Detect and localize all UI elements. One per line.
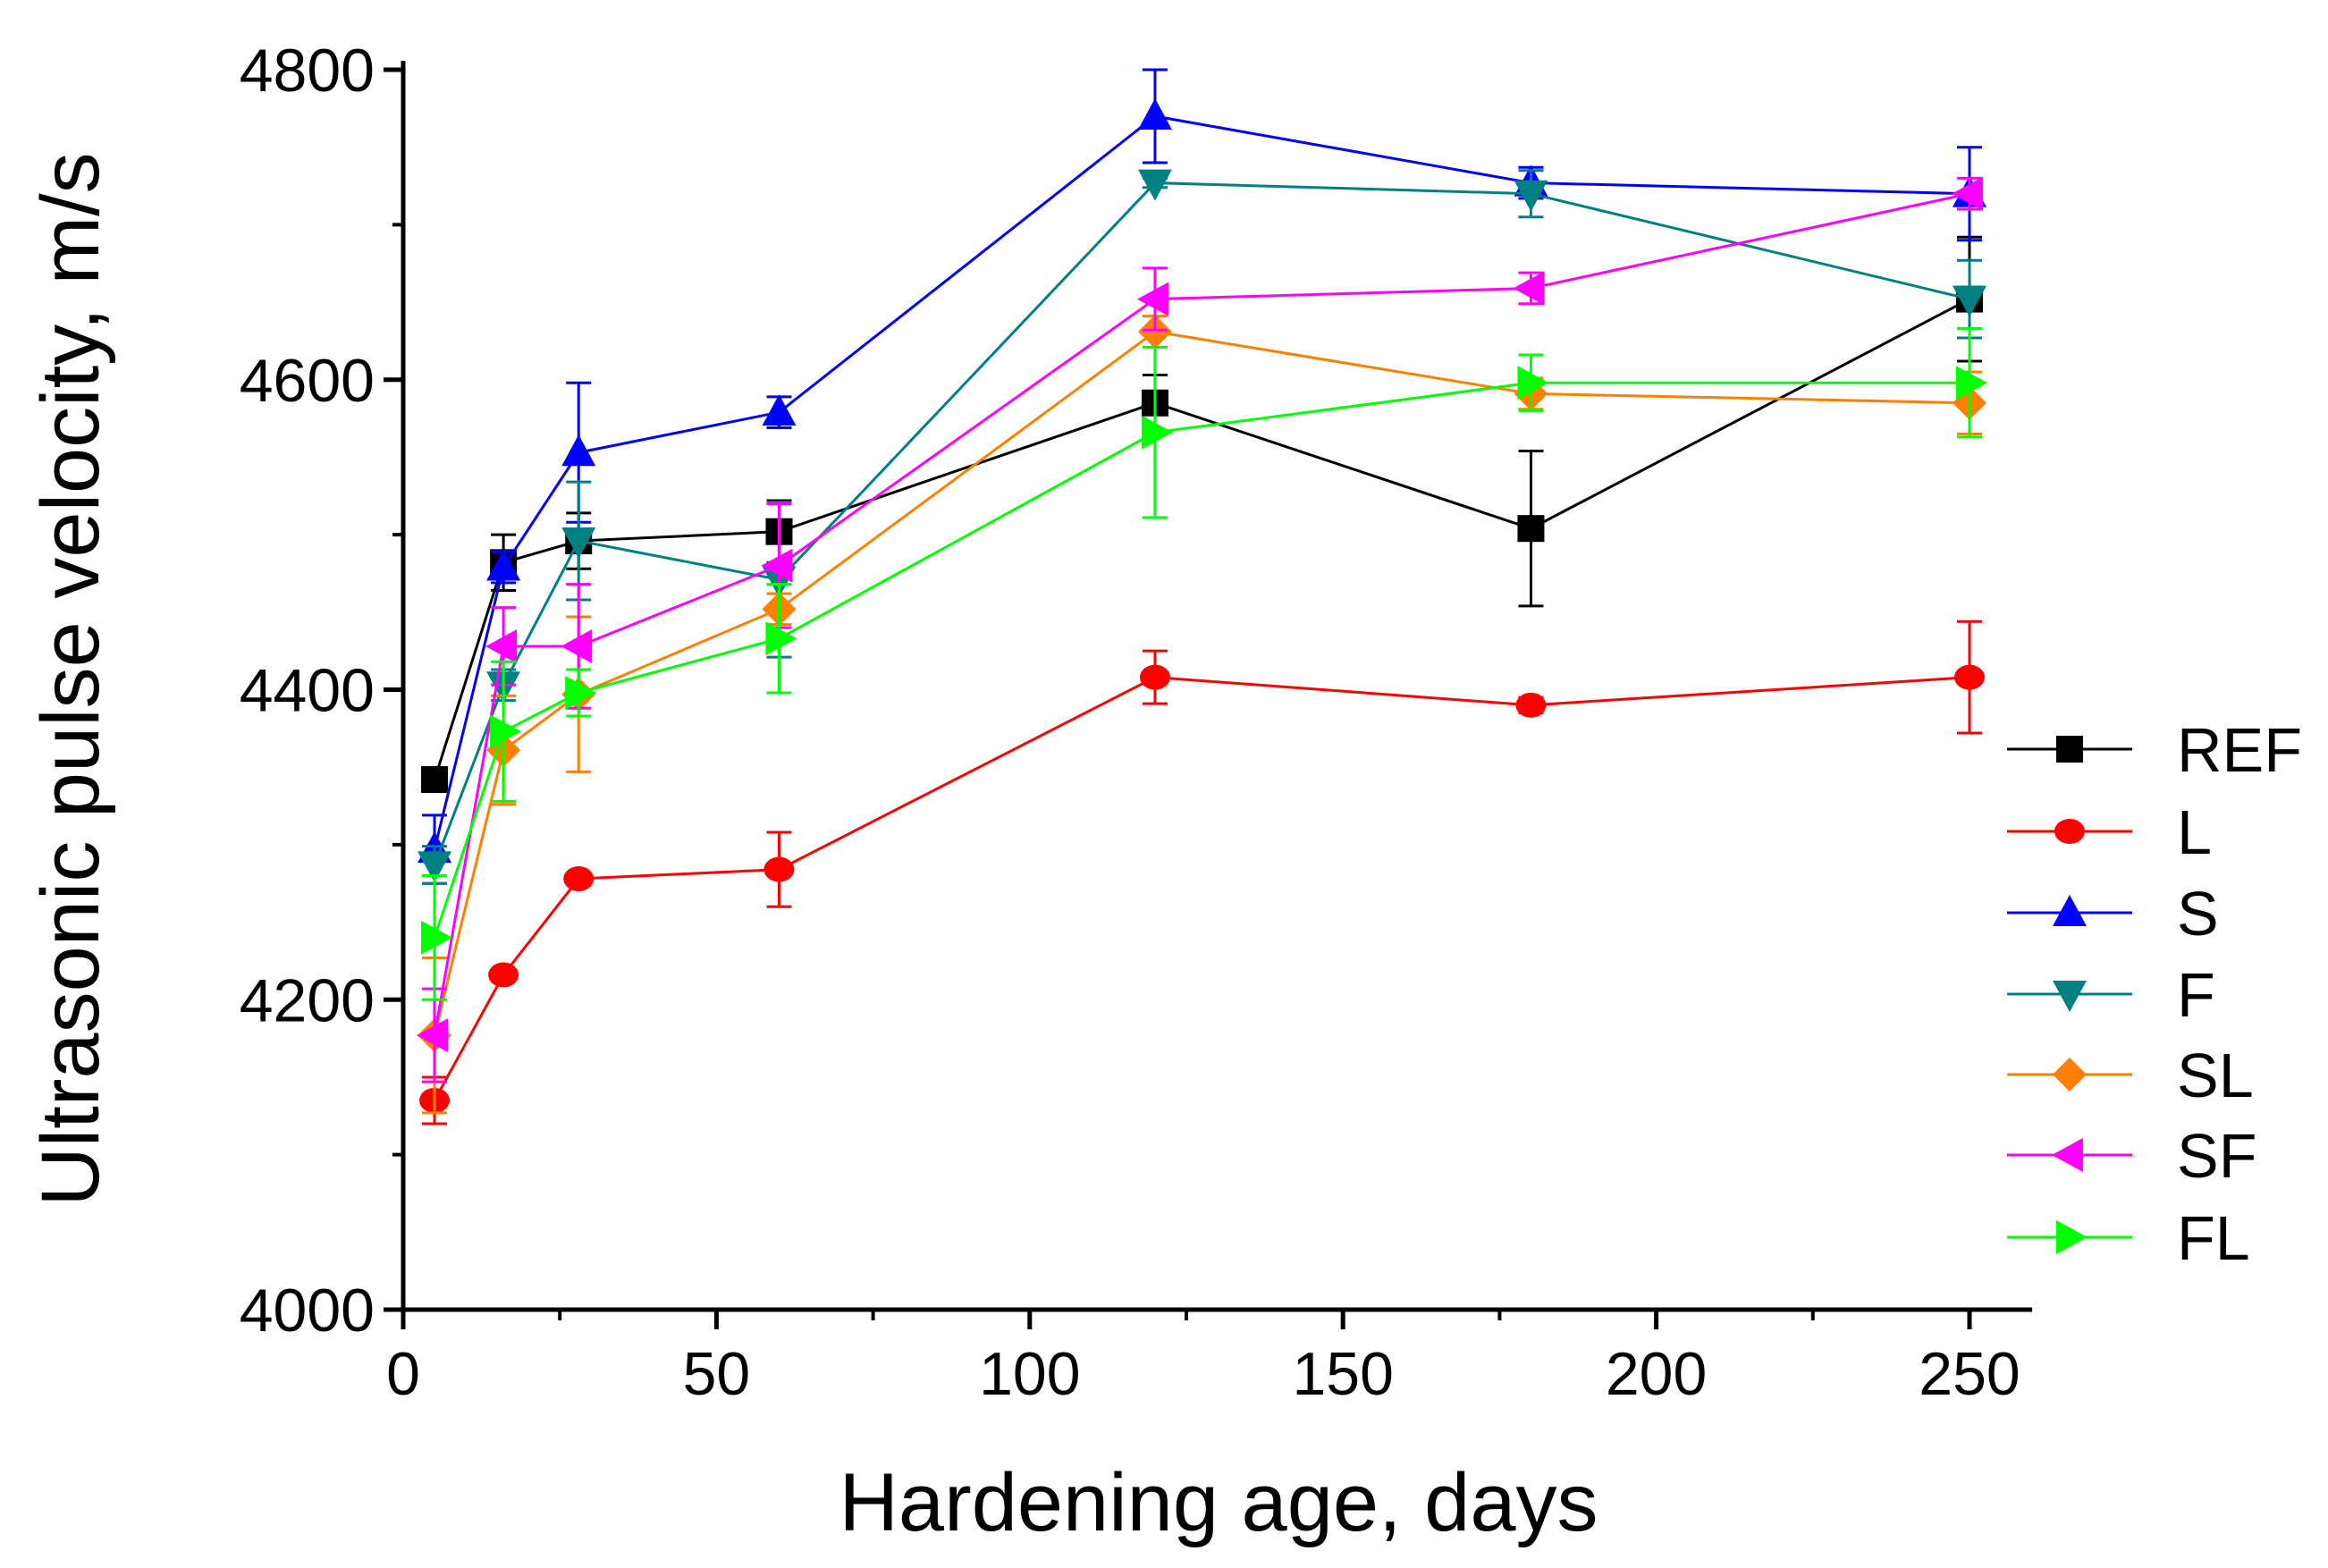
y-axis-label: Ultrasonic pulse velocity, m/s: [25, 152, 116, 1206]
data-point: [762, 394, 797, 426]
data-point: [1517, 515, 1545, 543]
data-point: [1137, 169, 1172, 201]
legend-marker: [2053, 895, 2087, 926]
data-point: [421, 766, 449, 794]
legend-label: SL: [2177, 1041, 2254, 1110]
y-tick-label: 4800: [240, 37, 375, 105]
series-line: [433, 298, 1970, 780]
series-sl: [418, 315, 1986, 1115]
series-ref: [421, 235, 1983, 794]
series-line: [433, 114, 1970, 850]
legend-marker: [2053, 981, 2087, 1012]
data-point: [1137, 315, 1172, 350]
data-point: [1954, 664, 1985, 690]
data-point: [561, 527, 596, 560]
data-point: [1139, 664, 1170, 690]
x-tick-label: 50: [683, 1340, 751, 1408]
data-point: [561, 434, 596, 467]
legend-label: S: [2177, 879, 2219, 948]
legend-marker: [2052, 1138, 2083, 1172]
series-f: [418, 169, 1986, 885]
x-tick-label: 200: [1606, 1340, 1707, 1408]
series-sf: [417, 176, 1983, 1083]
legend-marker: [2056, 1220, 2088, 1254]
data-point: [765, 621, 797, 656]
data-point: [1136, 282, 1168, 316]
data-point: [417, 1018, 449, 1053]
series-l: [419, 620, 1985, 1125]
data-point: [1952, 176, 1983, 211]
series-line: [433, 192, 1970, 1036]
data-point: [761, 548, 793, 583]
data-point: [1953, 285, 1986, 317]
x-tick-label: 100: [979, 1340, 1080, 1408]
data-point: [1515, 692, 1547, 718]
data-point: [563, 866, 595, 892]
axes: 0 50 100 150 200 250 4000 4200 4400 4600 4800: [240, 37, 2033, 1408]
x-axis-label: Hardening age, days: [839, 1457, 1598, 1548]
data-point: [565, 675, 597, 710]
data-point: [1517, 366, 1549, 400]
legend-marker: [2053, 1058, 2087, 1092]
data-point: [1956, 366, 1987, 400]
x-tick-label: 0: [386, 1340, 420, 1408]
x-tick-label: 250: [1919, 1340, 2020, 1408]
series-s: [418, 68, 1986, 885]
legend-label: REF: [2177, 715, 2302, 785]
legend-label: F: [2177, 960, 2215, 1030]
series-line: [433, 181, 1970, 865]
series-fl: [421, 327, 1987, 1001]
legend-label: FL: [2177, 1203, 2250, 1273]
data-point: [421, 920, 453, 955]
data-point: [1513, 271, 1545, 306]
data-point: [488, 962, 519, 988]
series-layer: [417, 68, 1987, 1125]
data-point: [418, 851, 452, 883]
series-line: [433, 381, 1970, 939]
data-point: [1141, 415, 1173, 450]
data-point: [485, 628, 518, 663]
legend-label: SF: [2177, 1121, 2256, 1191]
y-tick-label: 4400: [240, 657, 375, 725]
series-line: [433, 330, 1970, 1036]
series-line: [433, 676, 1970, 1101]
y-tick-label: 4200: [240, 966, 375, 1034]
data-point: [1514, 180, 1548, 212]
data-point: [561, 628, 593, 663]
y-tick-label: 4600: [240, 347, 375, 415]
data-point: [763, 856, 795, 882]
legend-marker: [2056, 736, 2083, 763]
data-point: [486, 549, 521, 581]
legend-marker: [2054, 819, 2085, 844]
x-tick-label: 150: [1292, 1340, 1393, 1408]
data-point: [490, 714, 522, 749]
data-point: [1137, 98, 1172, 131]
legend-label: L: [2177, 797, 2212, 867]
y-tick-label: 4000: [240, 1277, 375, 1345]
